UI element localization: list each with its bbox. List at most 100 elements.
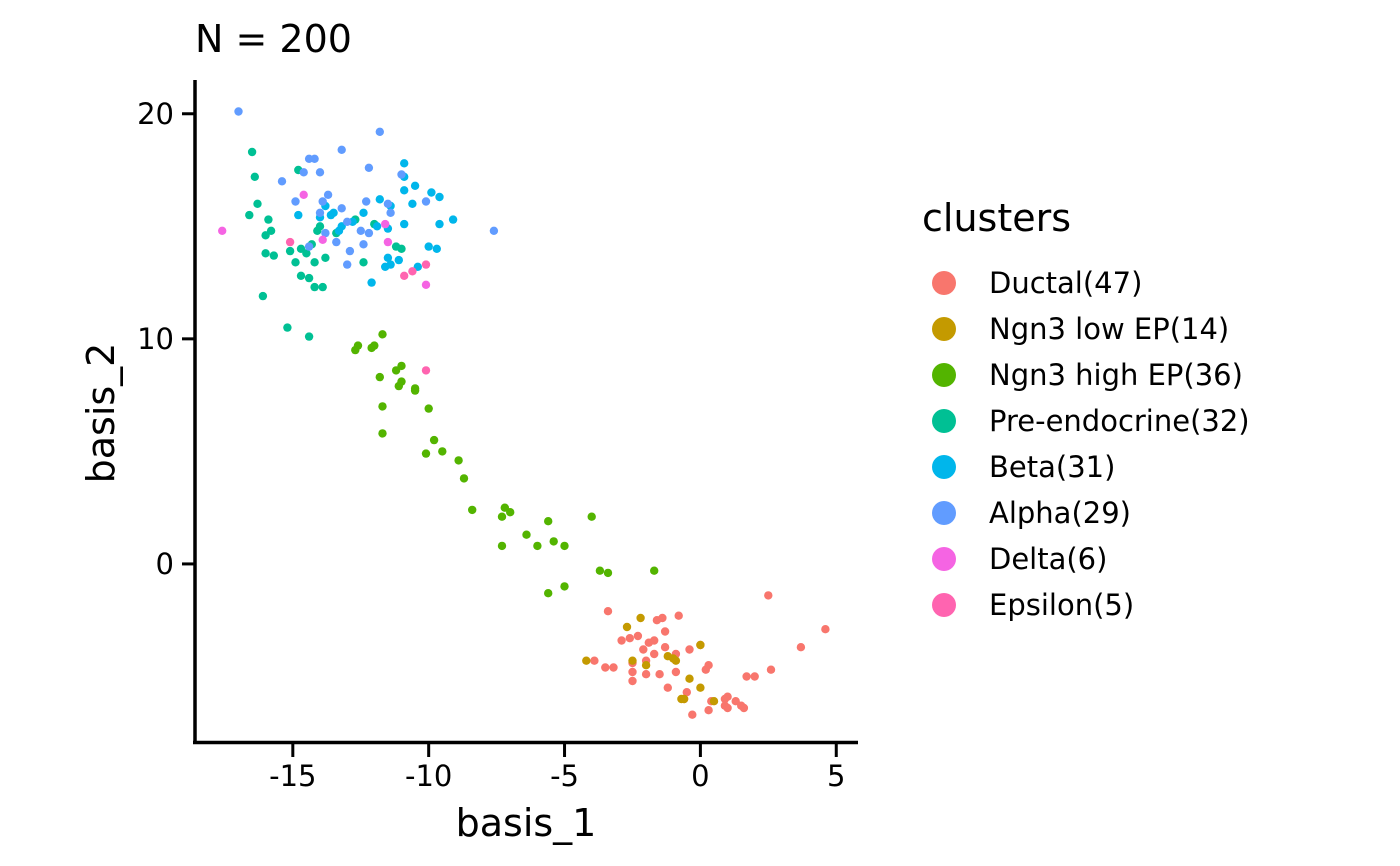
- data-point: [427, 188, 436, 197]
- data-point: [533, 541, 542, 551]
- data-point: [652, 616, 662, 625]
- data-point: [671, 667, 681, 677]
- data-point: [310, 258, 319, 267]
- legend: clusters Ductal(47) Ngn3 low EP(14) Ngn3 h…: [922, 196, 1250, 628]
- data-point: [400, 186, 409, 195]
- data-point: [522, 530, 531, 539]
- data-point: [459, 474, 469, 483]
- data-point: [359, 240, 368, 249]
- points-layer: [218, 107, 830, 719]
- data-point: [378, 429, 387, 438]
- data-point: [383, 253, 393, 262]
- data-point: [378, 330, 387, 339]
- legend-label: Epsilon(5): [989, 588, 1135, 622]
- legend-label: Beta(31): [989, 450, 1116, 484]
- data-point: [497, 512, 507, 521]
- data-point: [688, 710, 697, 719]
- data-point: [549, 537, 558, 546]
- data-point: [315, 168, 325, 177]
- data-point: [351, 345, 360, 355]
- data-point: [679, 694, 689, 704]
- data-point: [304, 273, 314, 283]
- data-point: [821, 625, 830, 634]
- data-point: [424, 242, 433, 251]
- data-point: [408, 267, 417, 276]
- data-point: [696, 683, 705, 692]
- data-point: [435, 219, 444, 229]
- x-axis-label: basis_1: [456, 801, 597, 845]
- series-3: [245, 147, 406, 341]
- data-point: [367, 278, 376, 287]
- data-point: [372, 222, 382, 231]
- series-7: [285, 237, 431, 375]
- data-point: [296, 271, 306, 280]
- data-point: [435, 192, 444, 202]
- data-point: [468, 505, 477, 515]
- data-point: [383, 237, 393, 247]
- data-point: [641, 670, 651, 679]
- data-point: [506, 508, 515, 517]
- data-point: [245, 210, 254, 220]
- data-point: [685, 674, 694, 683]
- data-point: [397, 244, 406, 253]
- data-point: [326, 210, 336, 220]
- legend-label: Pre-endocrine(32): [989, 404, 1250, 438]
- data-point: [590, 656, 599, 665]
- data-point: [633, 631, 643, 641]
- data-point: [750, 672, 759, 681]
- data-point: [421, 280, 431, 289]
- data-point: [400, 159, 409, 168]
- data-point: [283, 323, 292, 332]
- data-point: [764, 591, 773, 600]
- series-6: [218, 190, 431, 289]
- legend-label: Delta(6): [989, 542, 1108, 576]
- legend-items: Ductal(47) Ngn3 low EP(14) Ngn3 high EP(36…: [922, 260, 1250, 628]
- data-point: [595, 566, 605, 575]
- data-point: [234, 107, 243, 116]
- data-point: [332, 237, 341, 247]
- data-point: [410, 386, 420, 395]
- x-tick-label: -15: [269, 759, 316, 793]
- data-point: [660, 627, 670, 636]
- data-point: [438, 447, 447, 456]
- data-point: [636, 613, 645, 623]
- data-point: [410, 181, 420, 190]
- data-point: [218, 226, 227, 235]
- data-point: [381, 219, 390, 229]
- data-point: [560, 582, 569, 591]
- data-point: [582, 656, 591, 665]
- data-point: [709, 697, 719, 706]
- data-point: [285, 246, 295, 256]
- y-tick-label: 0: [156, 547, 174, 581]
- data-point: [285, 237, 295, 247]
- data-point: [258, 291, 268, 301]
- data-point: [269, 251, 278, 260]
- data-point: [454, 456, 463, 465]
- data-point: [674, 611, 683, 620]
- data-point: [253, 199, 262, 208]
- legend-key: [932, 363, 956, 387]
- data-point: [362, 197, 371, 206]
- data-point: [310, 282, 319, 292]
- data-point: [421, 197, 431, 206]
- data-point: [318, 197, 327, 206]
- data-point: [497, 541, 507, 551]
- data-point: [381, 262, 390, 271]
- series-2: [351, 330, 659, 598]
- data-point: [432, 244, 441, 253]
- y-axis-label: basis_2: [79, 343, 123, 484]
- x-tick-label: -10: [405, 759, 452, 793]
- data-point: [250, 172, 259, 181]
- data-point: [622, 622, 632, 632]
- data-point: [343, 217, 352, 226]
- data-point: [294, 210, 303, 220]
- data-point: [663, 683, 672, 692]
- data-point: [247, 147, 257, 157]
- data-point: [448, 215, 458, 224]
- legend-item: Ductal(47): [922, 260, 1250, 306]
- data-point: [766, 665, 776, 674]
- data-point: [489, 226, 499, 235]
- data-point: [696, 640, 705, 650]
- data-point: [400, 219, 409, 229]
